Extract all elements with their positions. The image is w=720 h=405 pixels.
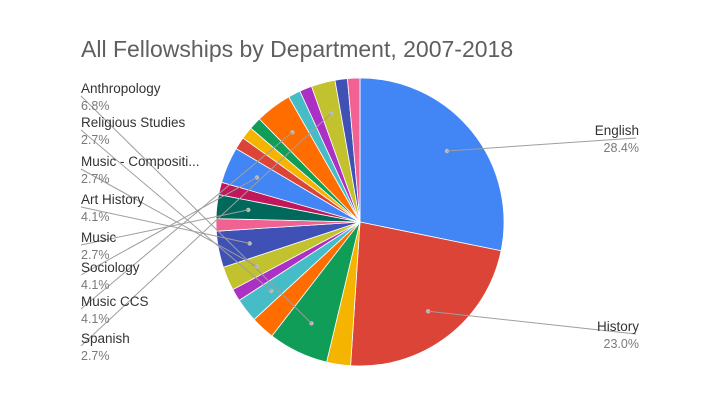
slice-value-spanish: 2.7% — [81, 349, 110, 363]
leader-line-spanish — [80, 113, 332, 347]
slice-label-music-compositi: Music - Compositi... — [81, 154, 200, 169]
leader-line-anthropology — [80, 95, 312, 324]
slice-label-sociology: Sociology — [81, 260, 140, 275]
slice-value-religious-studies: 2.7% — [81, 133, 110, 147]
leader-line-history — [428, 310, 637, 335]
leader-line-sociology — [80, 177, 258, 276]
slice-label-history: History — [597, 319, 639, 334]
leader-line-religious-studies — [80, 129, 272, 292]
leader-line-music-compositi — [80, 168, 257, 267]
slice-label-music-ccs: Music CCS — [81, 294, 149, 309]
slice-label-music: Music — [81, 230, 117, 245]
slice-value-music-compositi: 2.7% — [81, 172, 110, 186]
leader-line-music-ccs — [80, 131, 293, 310]
slice-label-spanish: Spanish — [81, 331, 130, 346]
leader-line-english — [446, 137, 637, 152]
slice-value-anthropology: 6.8% — [81, 99, 110, 113]
slice-value-history: 23.0% — [604, 337, 639, 351]
slice-label-english: English — [595, 123, 639, 138]
slice-label-religious-studies: Religious Studies — [81, 115, 186, 130]
slice-label-anthropology: Anthropology — [81, 81, 161, 96]
slice-value-english: 28.4% — [604, 141, 639, 155]
slice-value-art-history: 4.1% — [81, 210, 110, 224]
pie-slice-history — [350, 221, 502, 367]
pie-slice-22 — [347, 77, 361, 223]
slice-value-sociology: 4.1% — [81, 278, 110, 292]
slice-value-music-ccs: 4.1% — [81, 312, 110, 326]
slice-label-art-history: Art History — [81, 192, 144, 207]
leader-line-art-history — [80, 206, 250, 244]
pie-slice-english — [359, 77, 505, 252]
slice-value-music: 2.7% — [81, 248, 110, 262]
chart-title: All Fellowships by Department, 2007-2018 — [81, 36, 514, 62]
